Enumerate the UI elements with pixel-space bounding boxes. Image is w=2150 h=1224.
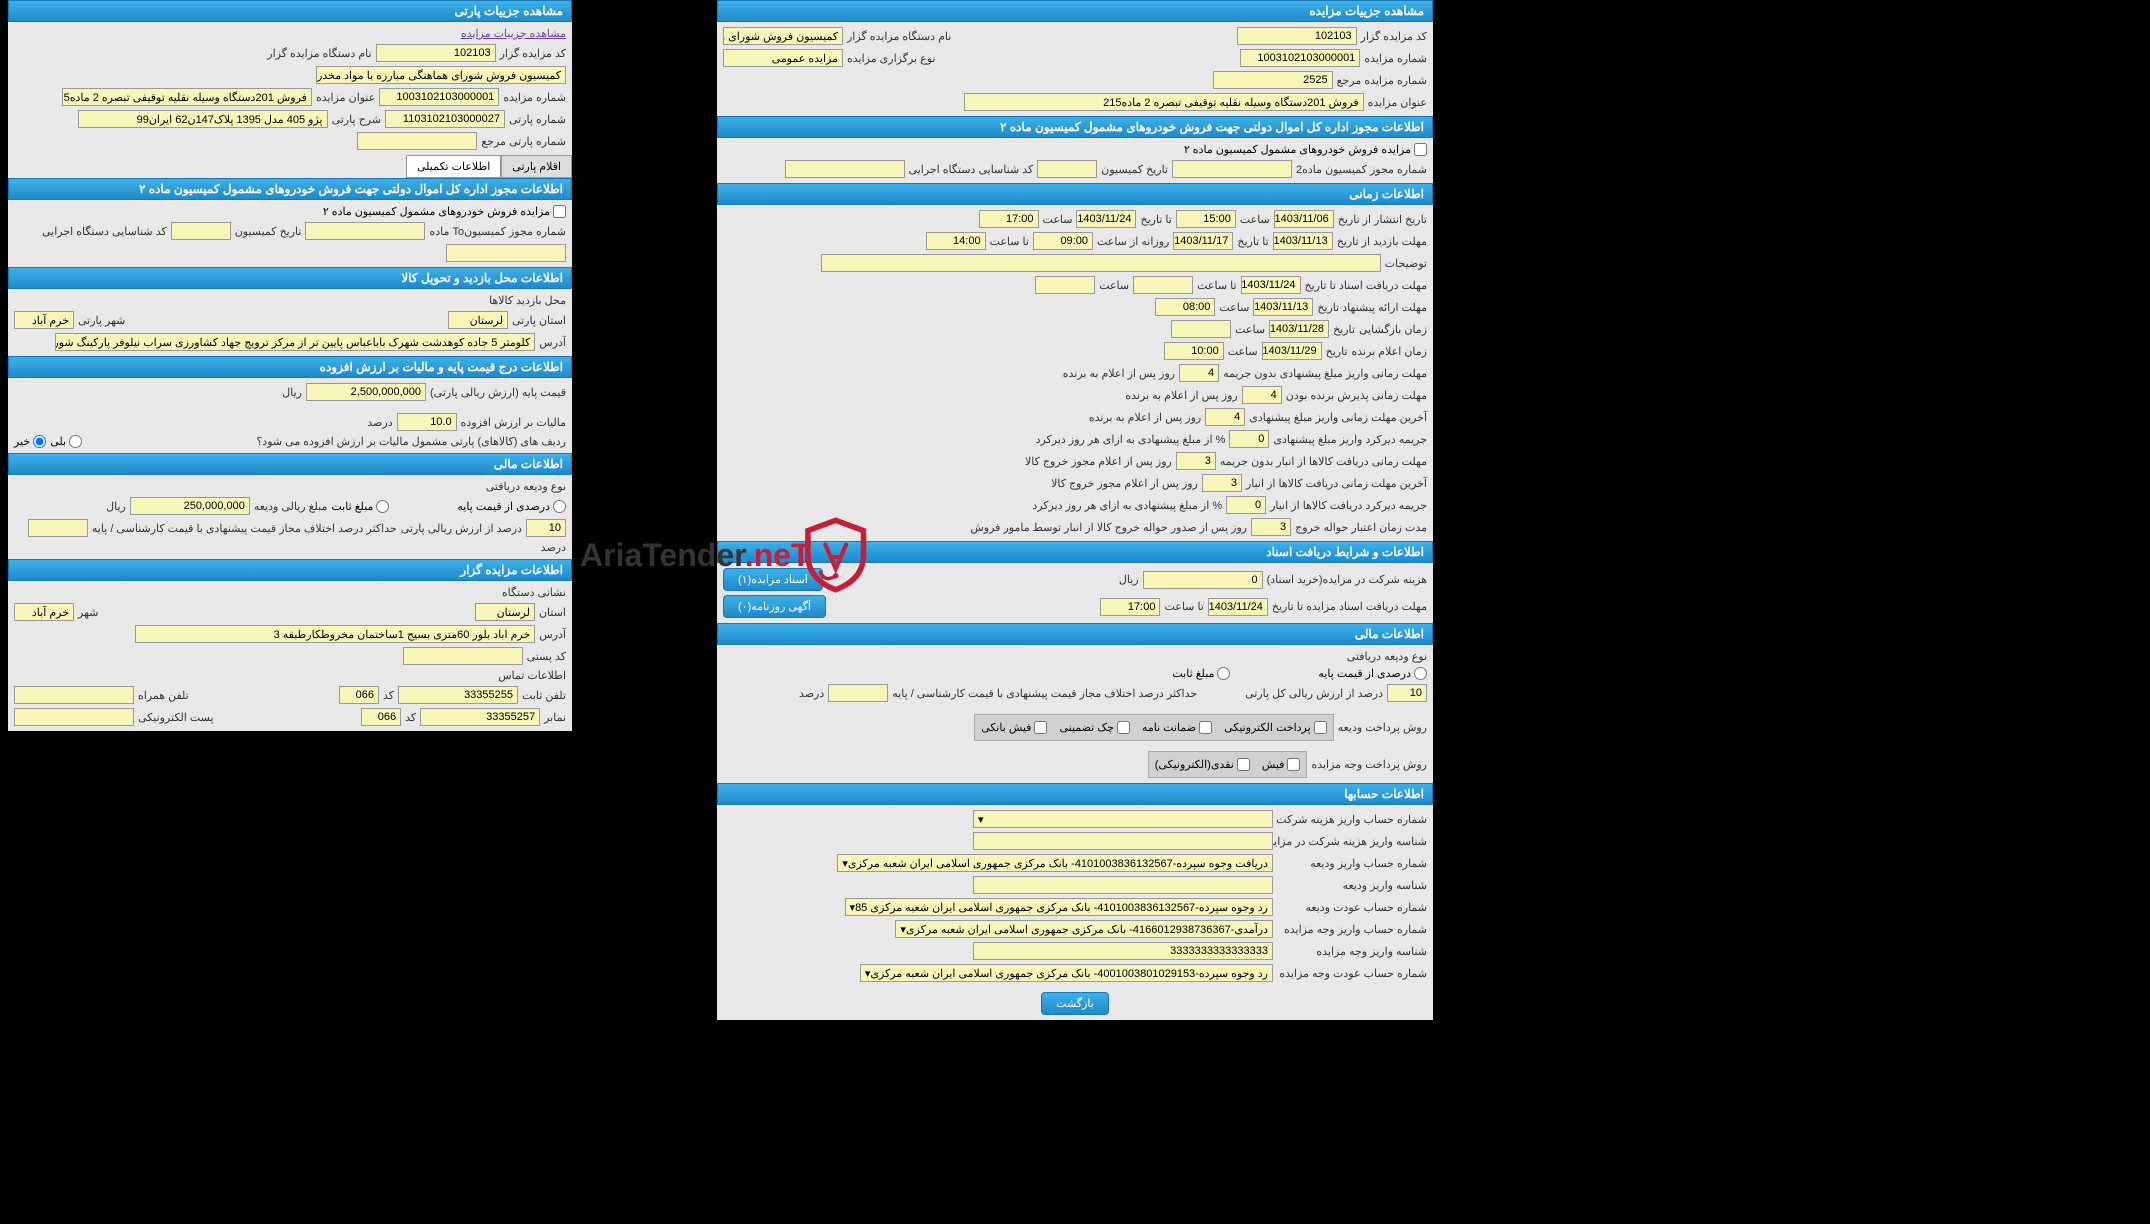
- auction-pay-options: فیش نقدی(الکترونیکی): [1148, 751, 1308, 778]
- r-sec2-header: اطلاعات مجوز اداره کل اموال دولتی جهت فر…: [8, 178, 572, 200]
- fixed-radio[interactable]: مبلغ ثابت: [1172, 667, 1230, 680]
- r-sec6-header: اطلاعات مزایده گزار: [8, 559, 572, 581]
- r-sec1-body: مشاهده جزییات مزایده کد مزایده گزار 1021…: [8, 22, 572, 155]
- exec-code-label: کد شناسایی دستگاه اجرایی: [909, 163, 1034, 176]
- exec-code-field[interactable]: [785, 160, 905, 178]
- sec5-header: اطلاعات مالی: [717, 623, 1433, 645]
- view-auction-link[interactable]: مشاهده جزییات مزایده: [461, 27, 566, 40]
- r-sec4-header: اطلاعات درج قیمت پایه و مالیات بر ارزش ا…: [8, 356, 572, 378]
- tabs: اقلام پارتی اطلاعات تکمیلی: [8, 155, 572, 178]
- deposit-pay-options: پرداخت الکترونیکی ضمانت نامه چک تضمینی ف…: [974, 714, 1334, 741]
- party-details-panel: مشاهده جزییات پارتی مشاهده جزییات مزایده…: [8, 0, 572, 640]
- desc-field[interactable]: [821, 254, 1381, 272]
- auction-details-panel: مشاهده جزییات مزایده کد مزایده گزار 1021…: [717, 0, 1433, 870]
- acc6-dropdown[interactable]: درآمدی-4166012938736367- بانک مرکزی جمهو…: [895, 920, 1273, 938]
- sec1-body: کد مزایده گزار 102103 نام دستگاه مزایده …: [717, 22, 1433, 116]
- ref-field: 2525: [1213, 71, 1333, 89]
- ariatender-logo: AriaTender.neT: [580, 510, 870, 600]
- chevron-down-icon: ▾: [842, 857, 848, 870]
- r-sec2-body: مزایده فروش خودروهای مشمول کمیسیون ماده …: [8, 200, 572, 267]
- comm-date-field[interactable]: [1037, 160, 1097, 178]
- sec5-body: نوع ودیعه دریافتی درصدی از قیمت پایه مبل…: [717, 645, 1433, 783]
- sec6-body: شماره حساب واریز هزینه شرکت در مزایده ▾ …: [717, 805, 1433, 1020]
- r-sec1-header: مشاهده جزییات پارتی: [8, 0, 572, 22]
- chevron-down-icon: ▾: [978, 813, 984, 826]
- chevron-down-icon: ▾: [850, 901, 856, 914]
- r-sec3-header: اطلاعات محل بازدید و تحویل کالا: [8, 267, 572, 289]
- r-sec3-body: محل بازدید کالاها استان پارتی لرستان شهر…: [8, 289, 572, 356]
- permit-checkbox[interactable]: مزایده فروش خودروهای مشمول کمیسیون ماده …: [1184, 143, 1427, 156]
- code-field: 102103: [1237, 27, 1357, 45]
- code-label: کد مزایده گزار: [1361, 30, 1427, 43]
- type-field: مزایده عمومی: [723, 49, 843, 67]
- auction-no-field: 1003102103000001: [1240, 49, 1360, 67]
- logo-text: AriaTender.neT: [580, 537, 811, 574]
- org-label: نام دستگاه مزایده گزار: [847, 30, 951, 43]
- acc8-dropdown[interactable]: رد وجوه سپرده-4001003801029153- بانک مرک…: [860, 964, 1273, 982]
- pct-base-radio[interactable]: درصدی از قیمت پایه: [1318, 667, 1427, 680]
- back-button[interactable]: بازگشت: [1041, 992, 1109, 1015]
- sec1-header: مشاهده جزییات مزایده: [717, 0, 1433, 22]
- auction-no-label: شماره مزایده: [1364, 52, 1427, 65]
- subject-field: فروش 201دستگاه وسیله نقلیه توقیفی تبصره …: [964, 93, 1364, 111]
- tab-extra-info[interactable]: اطلاعات تکمیلی: [406, 155, 501, 178]
- r-sec5-header: اطلاعات مالی: [8, 453, 572, 475]
- sec6-header: اطلاعات حسابها: [717, 783, 1433, 805]
- permit-no-label: شماره مجوز کمیسیون ماده2: [1296, 163, 1427, 176]
- acc1-dropdown[interactable]: ▾: [973, 810, 1273, 828]
- sec3-body: تاریخ انتشار از تاریخ 1403/11/06 ساعت 15…: [717, 205, 1433, 541]
- sec2-body: مزایده فروش خودروهای مشمول کمیسیون ماده …: [717, 138, 1433, 183]
- type-label: نوع برگزاری مزایده: [847, 52, 935, 65]
- ref-label: شماره مزایده مرجع: [1337, 74, 1427, 87]
- sec2-header: اطلاعات مجوز اداره کل اموال دولتی جهت فر…: [717, 116, 1433, 138]
- org-field: کمیسیون فروش شورای هد: [723, 27, 843, 45]
- acc5-dropdown[interactable]: رد وجوه سپرده-4101003836132567- بانک مرک…: [845, 898, 1273, 916]
- permit-no-field[interactable]: [1172, 160, 1292, 178]
- chevron-down-icon: ▾: [865, 967, 871, 980]
- subject-label: عنوان مزایده: [1368, 96, 1427, 109]
- sec3-header: اطلاعات زمانی: [717, 183, 1433, 205]
- comm-date-label: تاریخ کمیسیون: [1101, 163, 1168, 176]
- r-sec6-body: نشانی دستگاه استان لرستان شهر خرم آباد آ…: [8, 581, 572, 731]
- chevron-down-icon: ▾: [900, 923, 906, 936]
- r-sec5-body: نوع ودیعه دریافتی درصدی از قیمت پایه مبل…: [8, 475, 572, 559]
- tab-items[interactable]: اقلام پارتی: [501, 155, 572, 178]
- acc3-dropdown[interactable]: دریافت وجوه سپرده-4101003836132567- بانک…: [837, 854, 1273, 872]
- r-sec4-body: قیمت پایه (ارزش ریالی پارتی) 2,500,000,0…: [8, 378, 572, 453]
